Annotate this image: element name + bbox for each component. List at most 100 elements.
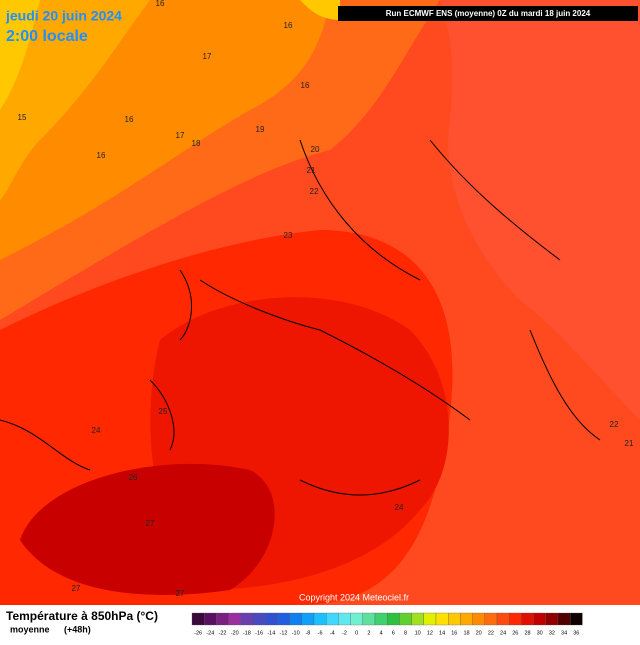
legend-swatch [521, 612, 534, 626]
legend-tick: 24 [500, 630, 506, 636]
contour-label: 16 [284, 21, 293, 30]
contour-label: 22 [310, 187, 319, 196]
legend-tick: -12 [280, 630, 288, 636]
contour-label: 26 [129, 473, 138, 482]
legend-swatch [411, 612, 424, 626]
legend-swatch [545, 612, 559, 626]
contour-label: 17 [176, 131, 185, 140]
contour-label: 16 [301, 81, 310, 90]
legend-tick: -8 [305, 630, 310, 636]
legend-swatch [204, 612, 217, 626]
run-box [338, 6, 638, 21]
coastline [0, 139, 601, 496]
contour-label: 27 [176, 589, 185, 598]
legend-tick: 2 [367, 630, 370, 636]
legend-swatch [277, 612, 290, 626]
legend-tick: 0 [355, 630, 358, 636]
legend-swatch [240, 612, 254, 626]
legend-swatch [191, 612, 205, 626]
legend-swatch [252, 612, 266, 626]
legend-tick: 32 [549, 630, 555, 636]
contour-label: 24 [395, 503, 404, 512]
legend-tick: -4 [330, 630, 335, 636]
temp-band [300, 0, 340, 20]
legend-tick: 6 [392, 630, 395, 636]
legend-swatch [472, 612, 485, 626]
legend-swatch [557, 612, 571, 626]
contour-label: 15 [18, 113, 27, 122]
legend-tick: -18 [243, 630, 251, 636]
legend-swatch [374, 612, 388, 626]
contour-label: 18 [192, 139, 201, 148]
temp-band [0, 0, 40, 110]
legend-tick: 26 [512, 630, 518, 636]
legend-swatch [301, 612, 315, 626]
run-info: Run ECMWF ENS (moyenne) 0Z du mardi 18 j… [386, 9, 591, 18]
legend-tick: 18 [463, 630, 469, 636]
legend-swatch [362, 612, 376, 626]
legend-tick: -24 [206, 630, 214, 636]
contour-label: 19 [256, 125, 265, 134]
contour-label: 20 [311, 145, 320, 154]
legend-tick: 16 [451, 630, 457, 636]
legend-swatch [338, 612, 351, 626]
legend-swatch [423, 612, 437, 626]
legend-subtitle: moyenne [10, 624, 50, 634]
date: jeudi 20 juin 2024 [5, 8, 122, 24]
legend-swatch [289, 612, 302, 626]
contour-label: 27 [72, 584, 81, 593]
time: 2:00 locale [6, 28, 88, 45]
legend-tick: -2 [342, 630, 347, 636]
contour-label: 16 [97, 151, 106, 160]
legend-title: Température à 850hPa (°C) [6, 609, 158, 623]
legend-swatch [399, 612, 412, 626]
legend-tick: 28 [524, 630, 530, 636]
contour-label: 25 [159, 407, 168, 416]
legend-tick: -20 [231, 630, 239, 636]
legend-tick: 12 [427, 630, 433, 636]
legend-swatch [509, 612, 522, 626]
contour-label: 17 [203, 52, 212, 61]
legend-swatch [350, 612, 363, 626]
temp-band [0, 0, 150, 200]
temp-band [20, 463, 275, 595]
legend-swatch [496, 612, 510, 626]
legend-swatch [448, 612, 461, 626]
legend-tick: 14 [439, 630, 445, 636]
legend-swatch [435, 612, 449, 626]
contour-label: 16 [125, 115, 134, 124]
legend-tick: 10 [415, 630, 421, 636]
legend-swatch [265, 612, 278, 626]
legend-swatch [533, 612, 546, 626]
legend-tick: 8 [404, 630, 407, 636]
legend-tick: -6 [318, 630, 323, 636]
legend-swatch [326, 612, 339, 626]
legend-tick: -10 [292, 630, 300, 636]
legend-tick: -16 [255, 630, 263, 636]
contour-label: 21 [307, 166, 316, 175]
contour-label: 16 [156, 0, 165, 8]
legend-swatch [570, 612, 583, 626]
legend-tick: 22 [488, 630, 494, 636]
copyright: Copyright 2024 Meteociel.fr [299, 592, 409, 602]
map [0, 0, 640, 605]
legend-swatch [228, 612, 241, 626]
legend-tick: -14 [267, 630, 275, 636]
legend-lead: (+48h) [64, 624, 91, 634]
legend-swatch [216, 612, 229, 626]
contour-label: 27 [146, 519, 155, 528]
contour-label: 22 [610, 420, 619, 429]
legend-swatch [387, 612, 400, 626]
contour-label: 21 [625, 439, 634, 448]
legend-tick: 20 [476, 630, 482, 636]
legend-tick: 36 [573, 630, 579, 636]
legend-tick: -26 [194, 630, 202, 636]
legend-tick: 4 [380, 630, 383, 636]
legend-tick: 34 [561, 630, 567, 636]
contour-label: 23 [284, 231, 293, 240]
legend-swatch [460, 612, 473, 626]
contour-label: 24 [92, 426, 101, 435]
legend-tick: 30 [537, 630, 543, 636]
temp-band [440, 0, 640, 420]
